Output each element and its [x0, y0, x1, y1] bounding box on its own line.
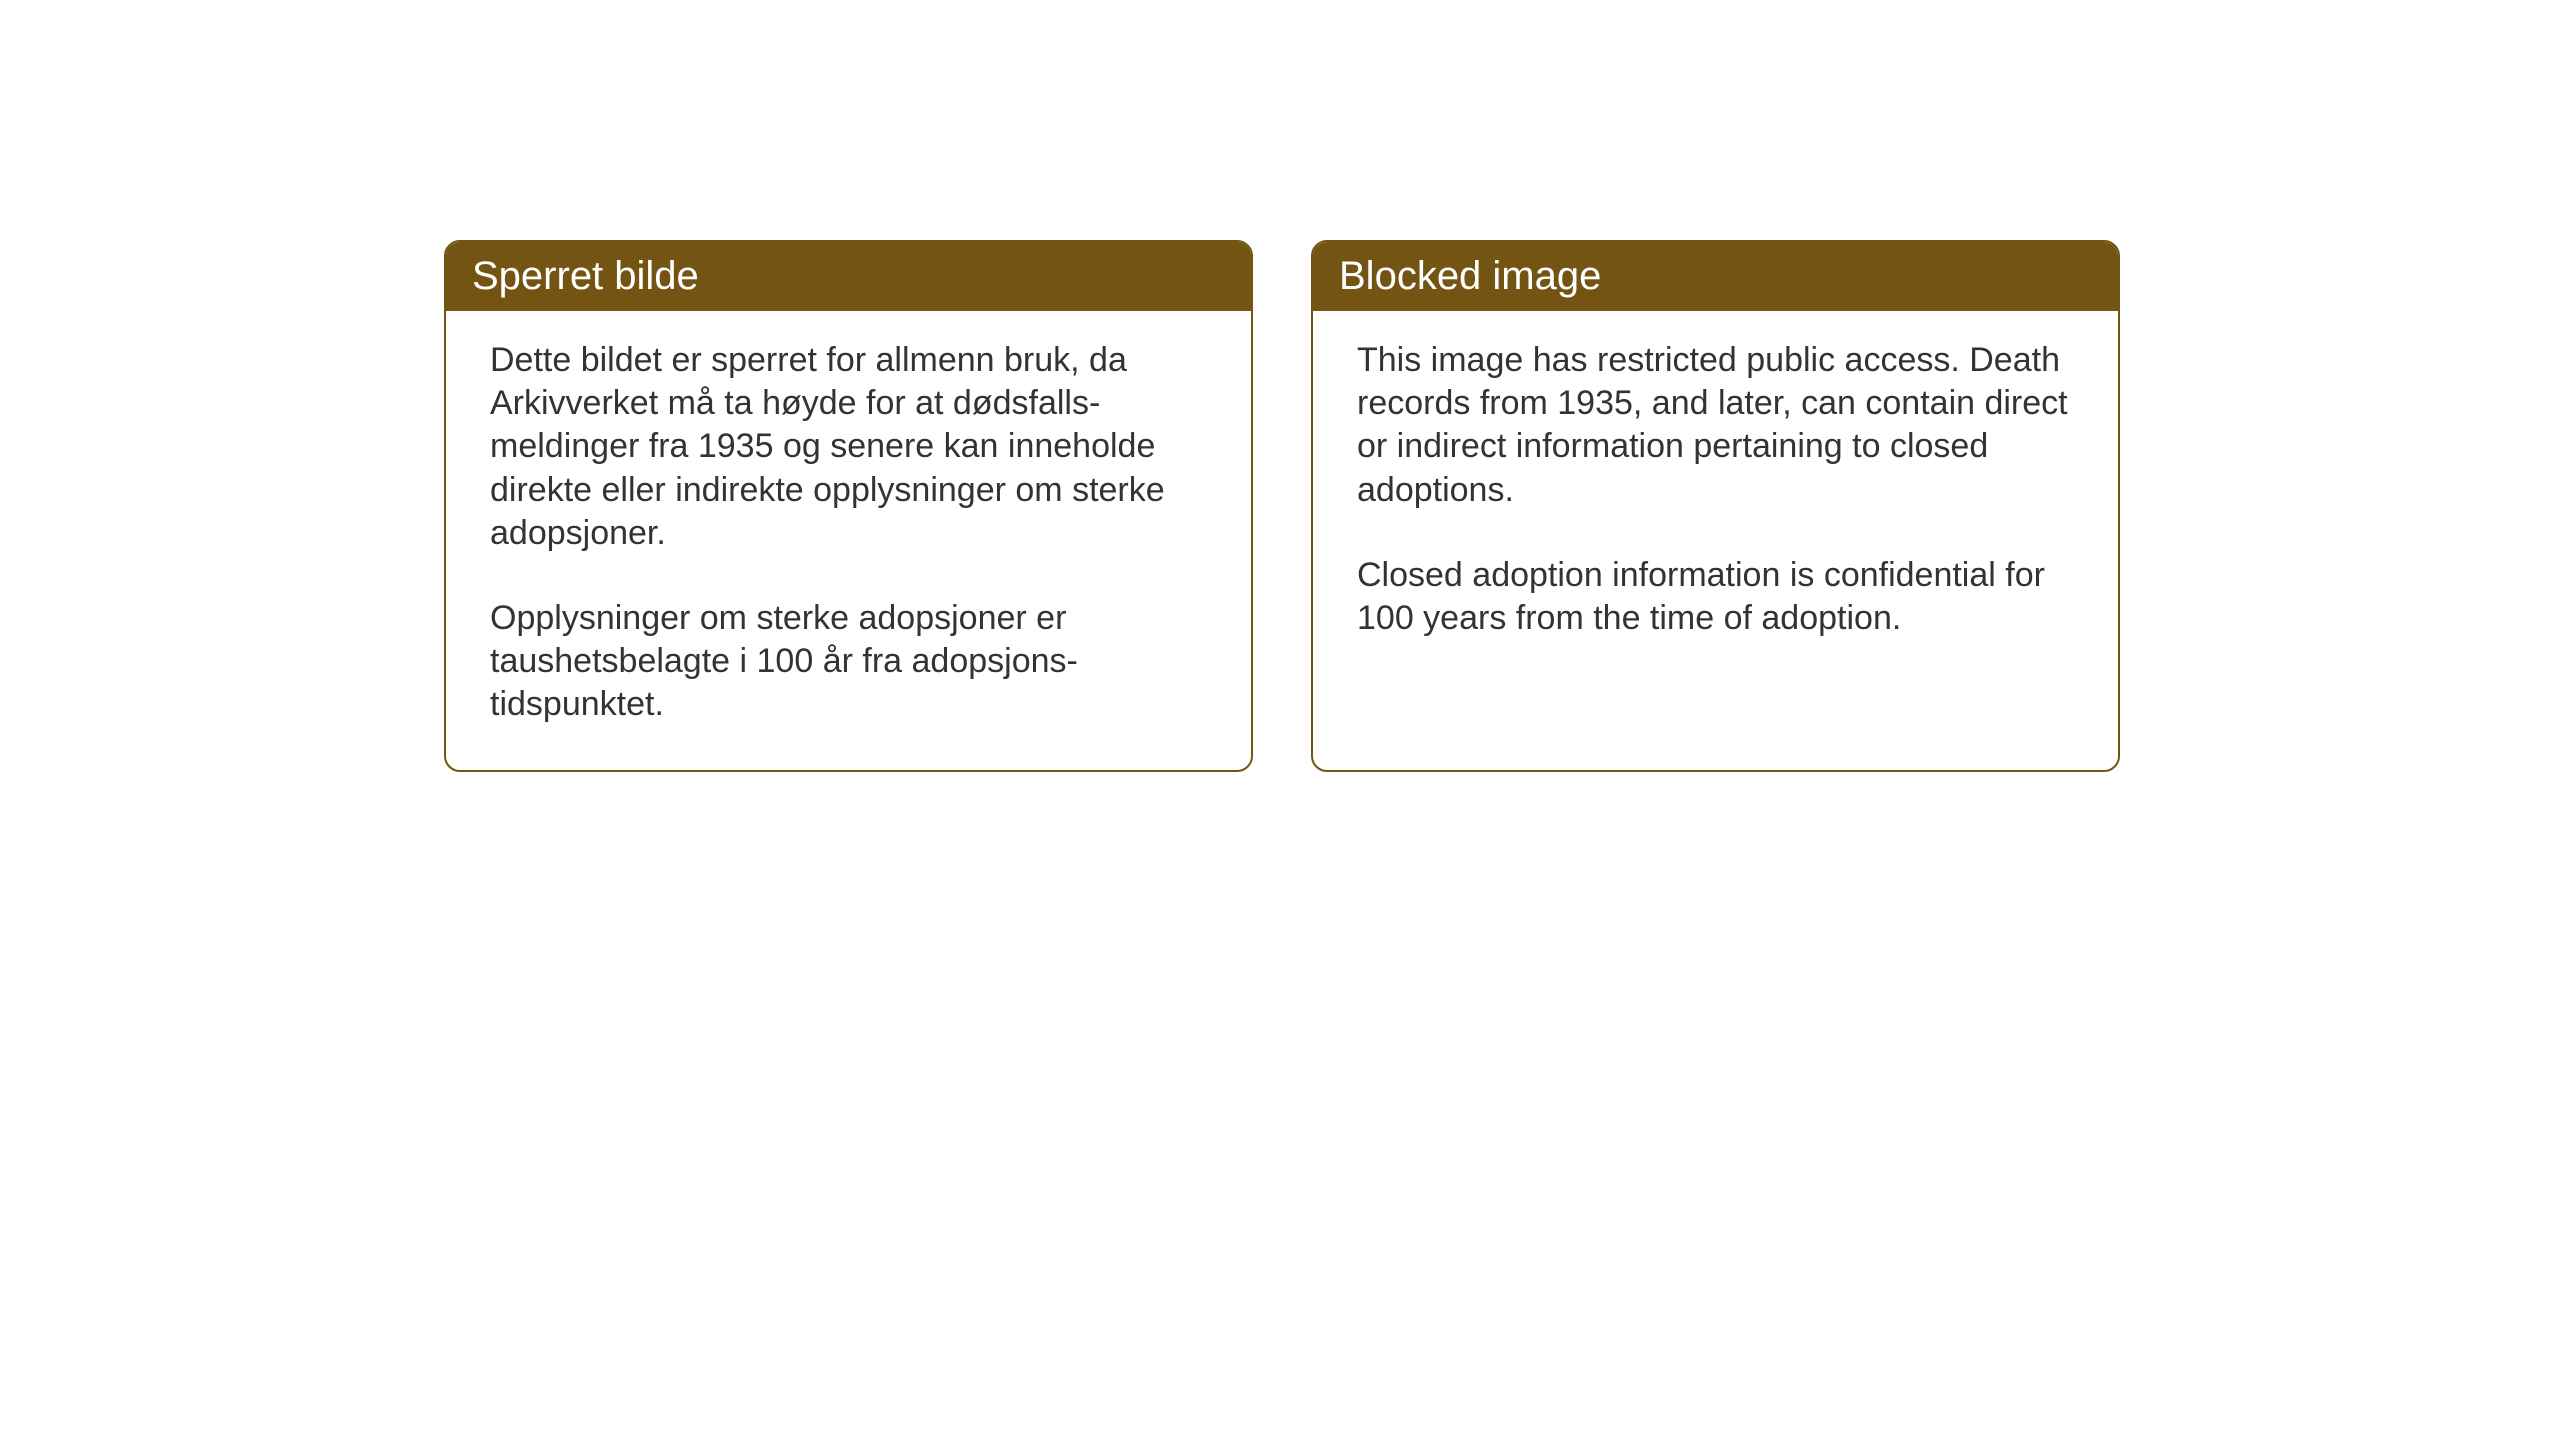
card-header: Sperret bilde — [446, 242, 1251, 311]
card-header: Blocked image — [1313, 242, 2118, 311]
card-title: Blocked image — [1339, 254, 1601, 298]
notice-card-english: Blocked image This image has restricted … — [1311, 240, 2120, 772]
notice-container: Sperret bilde Dette bildet er sperret fo… — [444, 240, 2120, 772]
card-paragraph-1: This image has restricted public access.… — [1357, 339, 2074, 512]
card-body: Dette bildet er sperret for allmenn bruk… — [446, 311, 1251, 770]
card-paragraph-2: Closed adoption information is confident… — [1357, 554, 2074, 640]
card-paragraph-2: Opplysninger om sterke adopsjoner er tau… — [490, 597, 1207, 727]
card-paragraph-1: Dette bildet er sperret for allmenn bruk… — [490, 339, 1207, 555]
card-title: Sperret bilde — [472, 254, 699, 298]
notice-card-norwegian: Sperret bilde Dette bildet er sperret fo… — [444, 240, 1253, 772]
card-body: This image has restricted public access.… — [1313, 311, 2118, 684]
